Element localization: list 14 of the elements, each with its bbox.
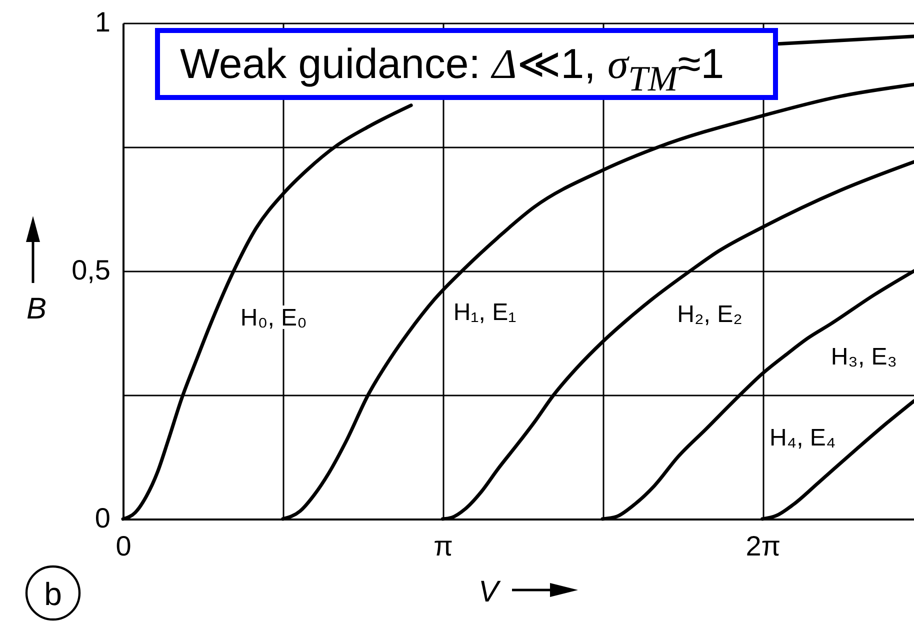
x-tick-label: π bbox=[434, 530, 453, 562]
y-axis-title: B bbox=[26, 292, 47, 326]
series-label: H₂, E₂ bbox=[677, 301, 742, 328]
series-label: H₃, E₃ bbox=[830, 343, 898, 370]
x-tick-label: 0 bbox=[116, 530, 132, 562]
x-axis-title: V bbox=[478, 576, 502, 608]
y-tick-label: 0 bbox=[94, 502, 110, 534]
series-label: H₁, E₁ bbox=[453, 298, 516, 326]
y-tick-label: 0,5 bbox=[72, 254, 110, 286]
y-tick-label: 1 bbox=[94, 6, 110, 38]
annotation: Weak guidance: Δ≪1, σ$_{TM}$≈1 bbox=[180, 39, 724, 98]
series-label: H₄, E₄ bbox=[769, 424, 836, 452]
x-tick-label: 2π bbox=[746, 530, 781, 562]
text: b bbox=[43, 576, 63, 612]
